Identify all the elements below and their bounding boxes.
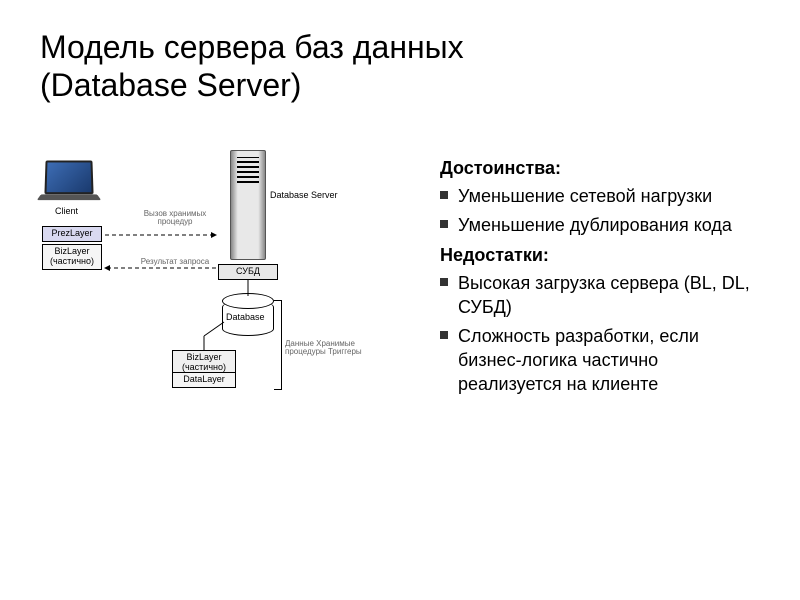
bracket-note: Данные Хранимые процедуры Триггеры — [285, 340, 365, 357]
architecture-diagram: Client PrezLayer BizLayer (частично) Dat… — [40, 150, 420, 580]
prez-layer-box: PrezLayer — [42, 226, 102, 242]
dbms-box: СУБД — [218, 264, 278, 280]
slide-title: Модель сервера баз данных (Database Serv… — [40, 28, 464, 105]
disadvantages-heading: Недостатки: — [440, 243, 760, 267]
client-label: Client — [55, 206, 99, 216]
laptop-icon: Client — [45, 160, 99, 216]
data-layer-box: DataLayer — [172, 372, 236, 388]
disadvantages-list: Высокая загрузка сервера (BL, DL, СУБД) … — [440, 271, 760, 396]
server-icon — [230, 150, 266, 260]
list-item: Сложность разработки, если бизнес-логика… — [440, 324, 760, 397]
advantages-list: Уменьшение сетевой нагрузки Уменьшение д… — [440, 184, 760, 237]
title-line-1: Модель сервера баз данных — [40, 28, 464, 66]
arrow-label-call: Вызов хранимых процедур — [135, 210, 215, 227]
list-item: Уменьшение дублирования кода — [440, 213, 760, 237]
advantages-heading: Достоинства: — [440, 156, 760, 180]
text-column: Достоинства: Уменьшение сетевой нагрузки… — [420, 150, 760, 580]
server-label: Database Server — [270, 190, 338, 200]
list-item: Высокая загрузка сервера (BL, DL, СУБД) — [440, 271, 760, 320]
biz-layer-client-box: BizLayer (частично) — [42, 244, 102, 270]
arrow-label-result: Результат запроса — [135, 258, 215, 266]
list-item: Уменьшение сетевой нагрузки — [440, 184, 760, 208]
database-label: Database — [226, 312, 265, 322]
content-area: Client PrezLayer BizLayer (частично) Dat… — [40, 150, 760, 580]
bracket-icon — [274, 300, 282, 390]
title-line-2: (Database Server) — [40, 66, 464, 104]
